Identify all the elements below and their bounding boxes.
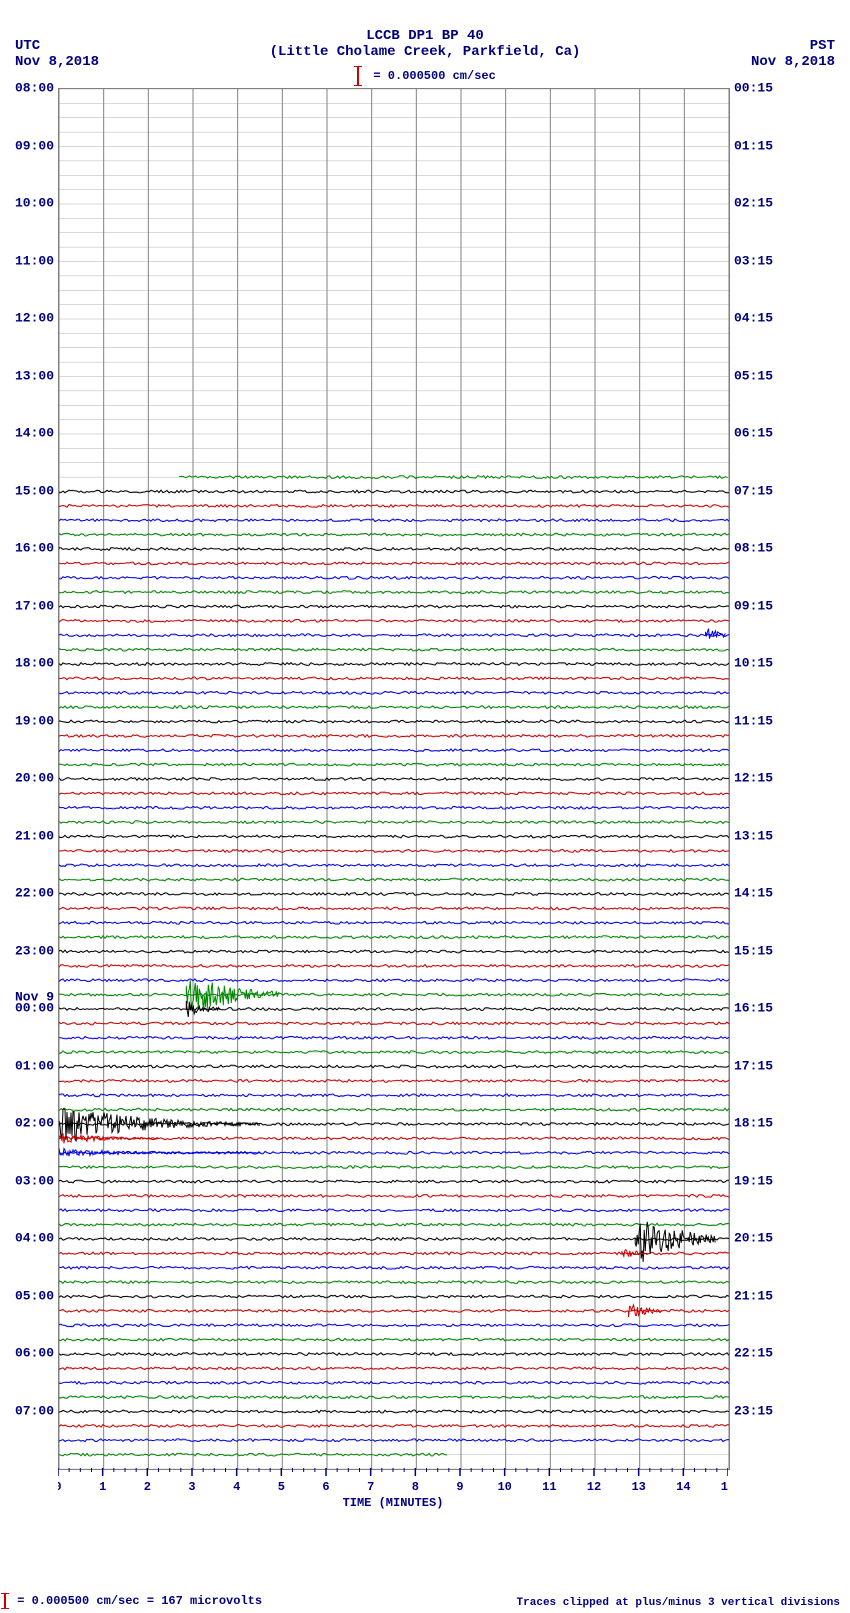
svg-text:2: 2 xyxy=(144,1480,151,1494)
title: LCCB DP1 BP 40 xyxy=(0,0,850,44)
left-hour-label: 10:00 xyxy=(15,196,54,211)
left-hour-label: 11:00 xyxy=(15,253,54,268)
svg-text:6: 6 xyxy=(322,1480,329,1494)
left-hour-label: 19:00 xyxy=(15,713,54,728)
left-hour-label: 23:00 xyxy=(15,943,54,958)
scale-text: = 0.000500 cm/sec xyxy=(366,69,496,83)
svg-text:7: 7 xyxy=(367,1480,374,1494)
footer-right: Traces clipped at plus/minus 3 vertical … xyxy=(517,1597,840,1609)
right-hour-label: 22:15 xyxy=(734,1346,773,1361)
right-hour-label: 17:15 xyxy=(734,1058,773,1073)
left-hour-label: 21:00 xyxy=(15,828,54,843)
svg-text:8: 8 xyxy=(412,1480,419,1494)
left-hour-label: 15:00 xyxy=(15,483,54,498)
svg-text:11: 11 xyxy=(542,1480,556,1494)
footer-left: = 0.000500 cm/sec = 167 microvolts xyxy=(0,1593,262,1609)
day-separator-label: Nov 9 xyxy=(15,990,54,1005)
left-hour-label: 16:00 xyxy=(15,541,54,556)
top-left-label: UTC Nov 8,2018 xyxy=(15,38,99,70)
right-hour-label: 02:15 xyxy=(734,196,773,211)
left-hour-label: 05:00 xyxy=(15,1288,54,1303)
right-hour-label: 23:15 xyxy=(734,1403,773,1418)
right-hour-label: 11:15 xyxy=(734,713,773,728)
x-axis-label: TIME (MINUTES) xyxy=(58,1496,728,1510)
left-hour-label: 03:00 xyxy=(15,1173,54,1188)
svg-text:0: 0 xyxy=(58,1480,62,1494)
right-hour-label: 07:15 xyxy=(734,483,773,498)
svg-text:4: 4 xyxy=(233,1480,240,1494)
left-hour-label: 14:00 xyxy=(15,426,54,441)
date-left: Nov 8,2018 xyxy=(15,54,99,70)
right-hour-label: 18:15 xyxy=(734,1116,773,1131)
left-hour-label: 08:00 xyxy=(15,81,54,96)
date-right: Nov 8,2018 xyxy=(751,54,835,70)
right-hour-label: 09:15 xyxy=(734,598,773,613)
seismogram-svg xyxy=(59,89,729,1469)
right-hour-label: 14:15 xyxy=(734,886,773,901)
left-hour-label: 06:00 xyxy=(15,1346,54,1361)
svg-text:9: 9 xyxy=(456,1480,463,1494)
right-hour-label: 08:15 xyxy=(734,541,773,556)
right-hour-label: 13:15 xyxy=(734,828,773,843)
svg-text:10: 10 xyxy=(497,1480,511,1494)
right-time-labels: 00:1501:1502:1503:1504:1505:1506:1507:15… xyxy=(732,88,782,1468)
tz-left: UTC xyxy=(15,38,99,54)
left-hour-label: 01:00 xyxy=(15,1058,54,1073)
left-hour-label: 13:00 xyxy=(15,368,54,383)
svg-text:14: 14 xyxy=(676,1480,690,1494)
subtitle: (Little Cholame Creek, Parkfield, Ca) xyxy=(0,44,850,60)
right-hour-label: 01:15 xyxy=(734,138,773,153)
left-time-labels: 08:0009:0010:0011:0012:0013:0014:0015:00… xyxy=(10,88,56,1468)
right-hour-label: 12:15 xyxy=(734,771,773,786)
left-hour-label: 22:00 xyxy=(15,886,54,901)
left-hour-label: 02:00 xyxy=(15,1116,54,1131)
left-hour-label: 17:00 xyxy=(15,598,54,613)
right-hour-label: 15:15 xyxy=(734,943,773,958)
right-hour-label: 06:15 xyxy=(734,426,773,441)
scale-indicator: = 0.000500 cm/sec xyxy=(0,66,850,86)
tz-right: PST xyxy=(751,38,835,54)
footer-left-text: = 0.000500 cm/sec = 167 microvolts xyxy=(10,1594,262,1608)
svg-text:5: 5 xyxy=(278,1480,285,1494)
svg-text:15: 15 xyxy=(721,1480,728,1494)
left-hour-label: 07:00 xyxy=(15,1403,54,1418)
footer-scale-icon xyxy=(0,1593,10,1609)
right-hour-label: 19:15 xyxy=(734,1173,773,1188)
plot-area xyxy=(58,88,730,1470)
left-hour-label: 04:00 xyxy=(15,1231,54,1246)
left-hour-label: 09:00 xyxy=(15,138,54,153)
svg-text:1: 1 xyxy=(99,1480,106,1494)
right-hour-label: 21:15 xyxy=(734,1288,773,1303)
right-hour-label: 10:15 xyxy=(734,656,773,671)
right-hour-label: 00:15 xyxy=(734,81,773,96)
seismogram-container: UTC Nov 8,2018 PST Nov 8,2018 LCCB DP1 B… xyxy=(0,0,850,1613)
svg-text:3: 3 xyxy=(188,1480,195,1494)
right-hour-label: 16:15 xyxy=(734,1001,773,1016)
left-hour-label: 18:00 xyxy=(15,656,54,671)
x-axis: 0123456789101112131415 TIME (MINUTES) xyxy=(58,1468,728,1518)
left-hour-label: 20:00 xyxy=(15,771,54,786)
right-hour-label: 04:15 xyxy=(734,311,773,326)
scale-bar-icon xyxy=(354,66,362,86)
right-hour-label: 05:15 xyxy=(734,368,773,383)
top-right-label: PST Nov 8,2018 xyxy=(751,38,835,70)
right-hour-label: 20:15 xyxy=(734,1231,773,1246)
svg-text:12: 12 xyxy=(587,1480,601,1494)
right-hour-label: 03:15 xyxy=(734,253,773,268)
x-axis-ticks: 0123456789101112131415 xyxy=(58,1468,728,1496)
left-hour-label: 12:00 xyxy=(15,311,54,326)
svg-text:13: 13 xyxy=(631,1480,645,1494)
